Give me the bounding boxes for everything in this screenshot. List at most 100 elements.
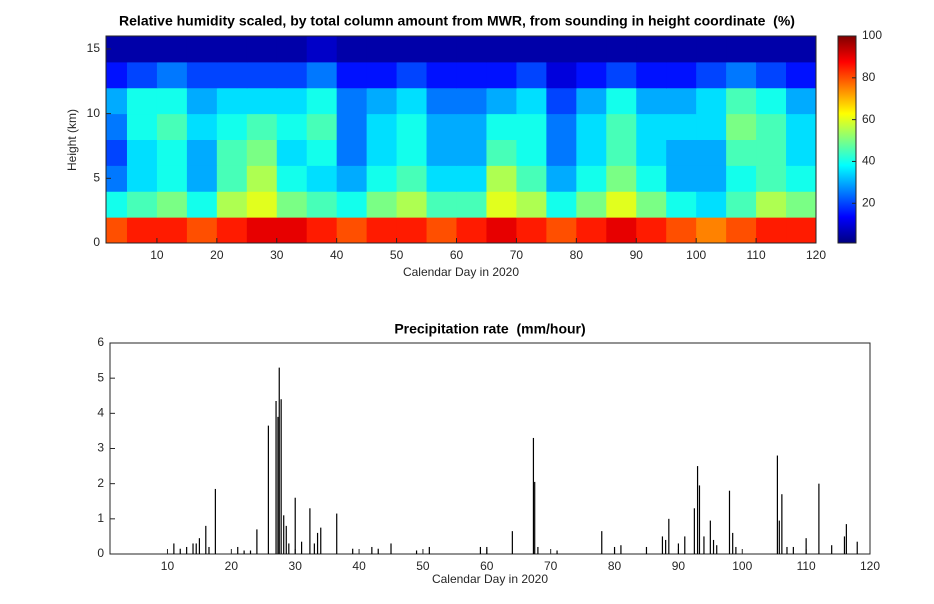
heat-cell <box>336 87 368 115</box>
axes-box <box>109 342 871 555</box>
x-tick-label: 20 <box>210 248 224 262</box>
heat-cell <box>546 165 577 192</box>
heatmap <box>106 36 816 243</box>
y-tick-label: 4 <box>97 406 104 420</box>
heat-cell <box>726 165 757 192</box>
y-axis-label: Height (km) <box>65 109 79 171</box>
heat-cell <box>576 36 607 63</box>
heat-cell <box>246 87 278 115</box>
heat-cell <box>426 113 458 140</box>
y-tick-label: 6 <box>97 335 104 349</box>
heat-cell <box>636 165 667 192</box>
heat-cell <box>186 61 218 89</box>
x-tick-label: 40 <box>352 559 366 573</box>
heat-cell <box>636 36 667 63</box>
chart-title: Relative humidity scaled, by total colum… <box>119 13 795 29</box>
heat-cell <box>756 139 787 166</box>
heat-cell <box>186 87 218 115</box>
heat-cell <box>636 191 667 218</box>
heat-cell <box>366 191 398 218</box>
heat-cell <box>486 87 517 115</box>
heat-cell <box>276 36 308 63</box>
x-tick-label: 80 <box>608 559 622 573</box>
axes-box <box>105 35 817 244</box>
heat-cell <box>456 139 487 166</box>
heat-cell <box>336 36 368 63</box>
heat-cell <box>396 217 428 243</box>
y-tick-label: 0 <box>93 235 100 249</box>
heat-cell <box>336 61 368 89</box>
heat-cell <box>276 191 308 218</box>
heat-cell <box>786 36 816 63</box>
heat-cell <box>636 139 667 166</box>
heat-cell <box>126 113 158 140</box>
heat-cell <box>156 113 188 140</box>
heat-cell <box>546 217 577 243</box>
heat-cell <box>606 165 637 192</box>
x-tick-label: 100 <box>732 559 752 573</box>
heat-cell <box>396 191 428 218</box>
heat-cell <box>456 36 487 63</box>
x-tick-label: 110 <box>747 248 766 262</box>
heat-cell <box>246 61 278 89</box>
heat-cell <box>786 217 816 243</box>
y-tick-label: 2 <box>97 476 104 490</box>
heat-cell <box>726 36 757 63</box>
heat-cell <box>666 165 697 192</box>
x-tick-label: 10 <box>150 248 164 262</box>
heat-cell <box>696 191 727 218</box>
x-tick-label: 80 <box>570 248 584 262</box>
heat-cell <box>606 61 637 89</box>
heat-cell <box>216 139 248 166</box>
heat-cell <box>276 61 308 89</box>
heat-cell <box>216 217 248 243</box>
x-tick-label: 10 <box>161 559 175 573</box>
heat-cell <box>156 139 188 166</box>
heat-cell <box>106 217 128 243</box>
heat-cell <box>426 217 458 243</box>
heat-cell <box>246 165 278 192</box>
heat-cell <box>186 217 218 243</box>
x-tick-label: 120 <box>860 559 880 573</box>
heat-cell <box>696 36 727 63</box>
heat-cell <box>106 191 128 218</box>
x-tick-label: 90 <box>672 559 686 573</box>
heat-cell <box>306 61 338 89</box>
heat-cell <box>306 165 338 192</box>
x-tick-label: 120 <box>806 248 826 262</box>
heat-cell <box>606 113 637 140</box>
heat-cell <box>306 36 338 63</box>
y-tick-label: 10 <box>87 106 101 120</box>
heat-cell <box>106 139 128 166</box>
heat-cell <box>516 113 547 140</box>
heat-cell <box>456 217 487 243</box>
heat-cell <box>366 87 398 115</box>
heat-cell <box>426 87 458 115</box>
heat-cell <box>696 217 727 243</box>
heat-cell <box>756 191 787 218</box>
heat-cell <box>606 87 637 115</box>
heat-cell <box>696 87 727 115</box>
heat-cell <box>666 61 697 89</box>
heat-cell <box>456 87 487 115</box>
heat-cell <box>396 165 428 192</box>
chart-title: Precipitation rate (mm/hour) <box>394 321 585 337</box>
colorbar-tick-label: 60 <box>862 112 876 126</box>
heat-cell <box>106 61 128 89</box>
heat-cell <box>126 139 158 166</box>
heat-cell <box>666 87 697 115</box>
heat-cell <box>246 36 278 63</box>
heat-cell <box>396 36 428 63</box>
heat-cell <box>336 217 368 243</box>
heat-cell <box>726 139 757 166</box>
heat-cell <box>366 165 398 192</box>
heat-cell <box>696 113 727 140</box>
heat-cell <box>276 217 308 243</box>
x-tick-label: 20 <box>225 559 239 573</box>
heat-cell <box>106 36 128 63</box>
x-tick-label: 50 <box>416 559 430 573</box>
x-tick-label: 60 <box>480 559 494 573</box>
colorbar-tick-label: 80 <box>862 70 876 84</box>
heat-cell <box>216 36 248 63</box>
heat-cell <box>786 165 816 192</box>
